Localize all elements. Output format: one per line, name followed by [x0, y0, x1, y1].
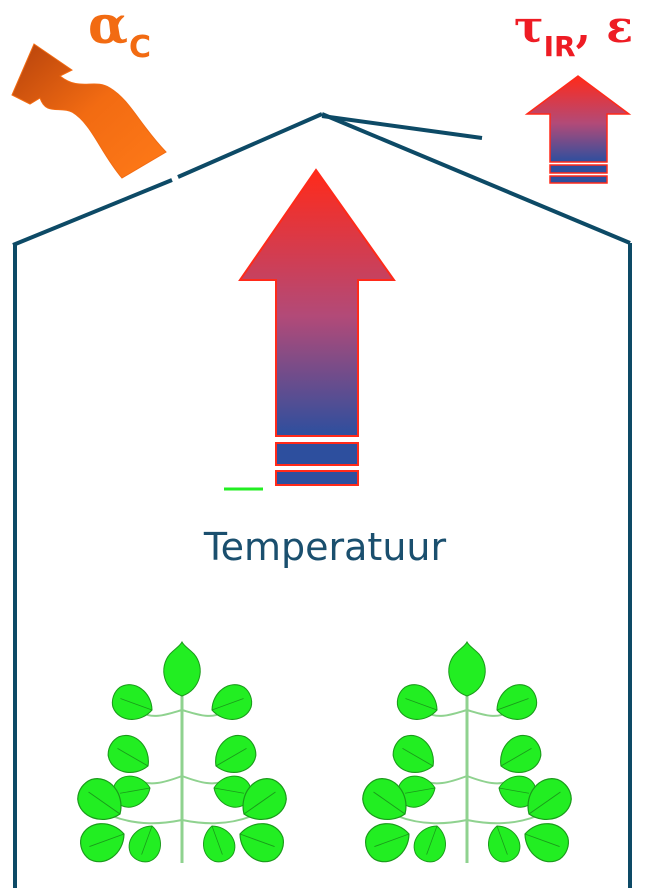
- ir-radiation-arrow-icon: [524, 75, 632, 184]
- heat-upward-arrow-icon: [238, 168, 396, 486]
- tau-symbol: τ: [514, 2, 544, 53]
- convection-coefficient-label: αC: [88, 0, 151, 78]
- plant-icon: [70, 642, 293, 867]
- ir-transmission-label: τIR, ε: [514, 2, 633, 73]
- alpha-subscript: C: [129, 30, 152, 65]
- roof-left: [12, 178, 173, 247]
- convection-wave-arrow-icon: [11, 43, 167, 179]
- roof-vent: [321, 114, 483, 140]
- temperature-label: Temperatuur: [203, 525, 447, 569]
- plant-icon: [355, 642, 578, 867]
- alpha-symbol: α: [88, 0, 129, 56]
- tau-subscript: IR: [543, 30, 576, 63]
- epsilon-symbol: , ε: [575, 2, 633, 53]
- roof-right: [321, 112, 631, 245]
- roof-left-upper: [177, 112, 323, 179]
- greenhouse-outline: [12, 112, 632, 888]
